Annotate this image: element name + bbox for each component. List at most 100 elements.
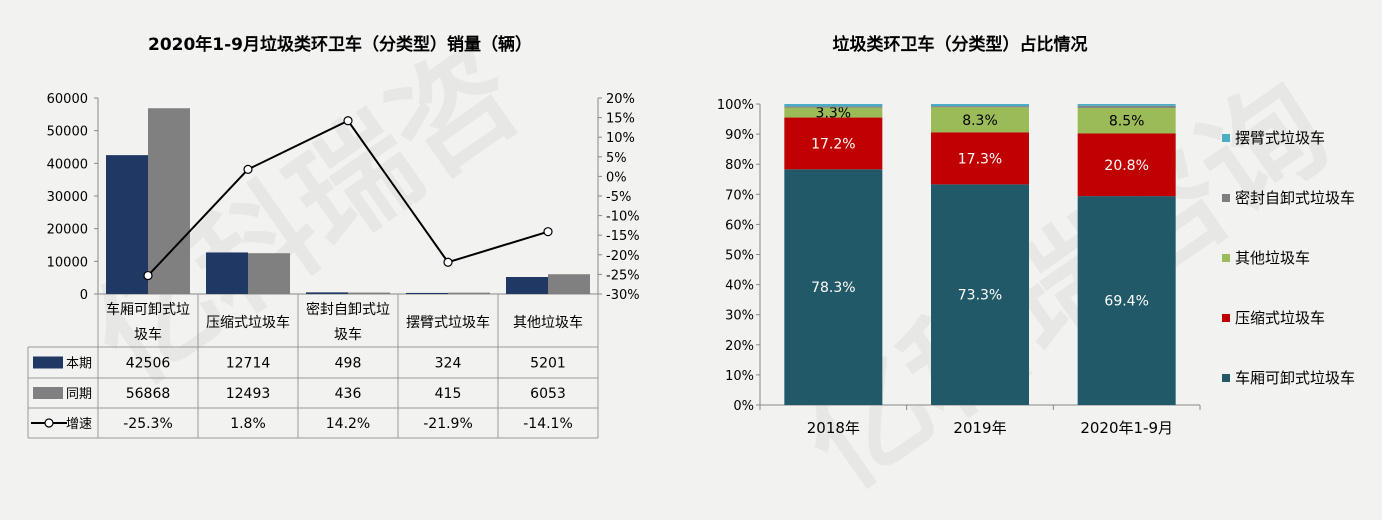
right-chart: 0% 10% 20% 30% 40% 50% 60% 70% 80% 90% 100% 78.3% 17… bbox=[717, 98, 1355, 437]
table-cell: 1.8% bbox=[230, 416, 266, 432]
y-tick-label: 70% bbox=[725, 188, 754, 203]
y-tick-label: 20000 bbox=[47, 223, 88, 238]
category-label: 压缩式垃圾车 bbox=[206, 314, 290, 331]
table-cell: 6053 bbox=[530, 386, 566, 402]
table-cell: 436 bbox=[335, 386, 362, 402]
legend-label: 车厢可卸式垃圾车 bbox=[1235, 369, 1355, 387]
y-tick-label: 30% bbox=[725, 309, 754, 324]
category-label: 圾车 bbox=[134, 326, 162, 343]
category-label: 圾车 bbox=[334, 326, 362, 343]
category-label: 摆臂式垃圾车 bbox=[406, 314, 490, 331]
legend-key-previous bbox=[33, 387, 63, 399]
y-tick-label: 60% bbox=[725, 218, 754, 233]
y-tick-label: 90% bbox=[725, 128, 754, 143]
table-cell: 56868 bbox=[126, 386, 171, 402]
growth-point bbox=[143, 270, 153, 281]
legend-key bbox=[1222, 374, 1230, 382]
growth-point bbox=[343, 116, 353, 126]
data-label: 17.3% bbox=[958, 151, 1002, 167]
growth-point bbox=[543, 227, 553, 237]
y-tick-label: 80% bbox=[725, 158, 754, 173]
bar-previous bbox=[548, 274, 590, 294]
y2-tick-label: -25% bbox=[606, 268, 640, 283]
legend-label: 摆臂式垃圾车 bbox=[1235, 129, 1325, 147]
y-tick-label: 50% bbox=[725, 249, 754, 264]
category-label: 2019年 bbox=[953, 419, 1006, 437]
bar-current bbox=[506, 277, 548, 294]
y-tick-label: 10% bbox=[725, 369, 754, 384]
row-header: 增速 bbox=[66, 417, 92, 432]
bar-current bbox=[406, 292, 448, 294]
left-chart-title: 2020年1-9月垃圾类环卫车（分类型）销量（辆） bbox=[147, 35, 533, 55]
y-tick-label: 0% bbox=[733, 399, 754, 414]
data-label: 78.3% bbox=[811, 280, 855, 296]
legend-key bbox=[1222, 314, 1230, 322]
category-label: 2018年 bbox=[807, 419, 860, 437]
stack-segment bbox=[931, 104, 1029, 107]
stack-segment bbox=[931, 107, 1029, 133]
data-label: 69.4% bbox=[1104, 294, 1148, 310]
legend-key-current bbox=[33, 356, 63, 369]
legend-key bbox=[1222, 134, 1230, 142]
row-header: 同期 bbox=[66, 387, 92, 402]
y-tick-label: 50000 bbox=[47, 125, 88, 140]
y-tick-label: 10000 bbox=[47, 255, 88, 270]
legend-key bbox=[1222, 254, 1230, 262]
stack-segment bbox=[784, 104, 883, 107]
y-tick-label: 30000 bbox=[47, 190, 88, 205]
stack-segment bbox=[1077, 107, 1176, 134]
stack-segment bbox=[784, 117, 883, 170]
row-header: 本期 bbox=[66, 357, 92, 372]
data-label: 3.3% bbox=[816, 106, 852, 122]
y2-tick-label: -10% bbox=[606, 210, 640, 225]
stack-segment bbox=[784, 106, 883, 108]
y2-tick-label: 20% bbox=[606, 92, 635, 107]
table-cell: 415 bbox=[435, 386, 462, 402]
category-label: 2020年1-9月 bbox=[1080, 419, 1173, 437]
data-label: 8.3% bbox=[962, 113, 998, 129]
bar-current bbox=[206, 252, 248, 294]
left-chart: 0 10000 20000 30000 40000 50000 60000 -30% -25% -… bbox=[27, 92, 640, 439]
bar-current bbox=[306, 292, 348, 294]
y2-tick-label: -30% bbox=[606, 288, 640, 303]
bar-previous bbox=[448, 292, 490, 294]
stack-segment bbox=[784, 169, 883, 405]
stack-segment bbox=[931, 184, 1029, 405]
y2-tick-label: 10% bbox=[606, 131, 635, 146]
table-cell: -14.1% bbox=[523, 416, 573, 432]
legend-label: 密封自卸式垃圾车 bbox=[1235, 189, 1355, 207]
growth-point bbox=[443, 257, 453, 267]
table-cell: 324 bbox=[435, 356, 462, 372]
table-cell: 498 bbox=[335, 356, 362, 372]
data-label: 73.3% bbox=[958, 288, 1002, 304]
table-cell: -25.3% bbox=[123, 416, 173, 432]
stack-segment bbox=[1077, 133, 1176, 197]
legend-key bbox=[1222, 194, 1230, 202]
data-label: 17.2% bbox=[811, 136, 855, 152]
table-cell: 12493 bbox=[226, 386, 271, 402]
stack-segment bbox=[1077, 196, 1176, 405]
table-cell: 5201 bbox=[530, 356, 566, 372]
table-cell: 14.2% bbox=[326, 416, 370, 432]
table-cell: -21.9% bbox=[423, 416, 473, 432]
y2-tick-label: -5% bbox=[606, 190, 631, 205]
legend-key-growth-marker bbox=[44, 418, 54, 428]
y-tick-label: 40% bbox=[725, 279, 754, 294]
growth-point bbox=[243, 164, 253, 174]
table-cell: 42506 bbox=[126, 356, 171, 372]
stack-segment bbox=[784, 107, 883, 118]
y2-tick-label: -15% bbox=[606, 229, 640, 244]
y2-tick-label: 15% bbox=[606, 112, 635, 127]
data-label: 8.5% bbox=[1109, 114, 1145, 130]
data-label: 20.8% bbox=[1104, 158, 1148, 174]
stack-segment bbox=[931, 106, 1029, 108]
legend-label: 压缩式垃圾车 bbox=[1235, 309, 1325, 327]
table-cell: 12714 bbox=[226, 356, 271, 372]
y2-tick-label: 5% bbox=[606, 151, 627, 166]
legend-label: 其他垃圾车 bbox=[1235, 249, 1310, 267]
y-tick-label: 20% bbox=[725, 339, 754, 354]
y-tick-label: 100% bbox=[717, 98, 754, 113]
bar-current bbox=[106, 155, 148, 294]
y-tick-label: 60000 bbox=[47, 92, 88, 107]
bar-previous bbox=[148, 108, 190, 294]
